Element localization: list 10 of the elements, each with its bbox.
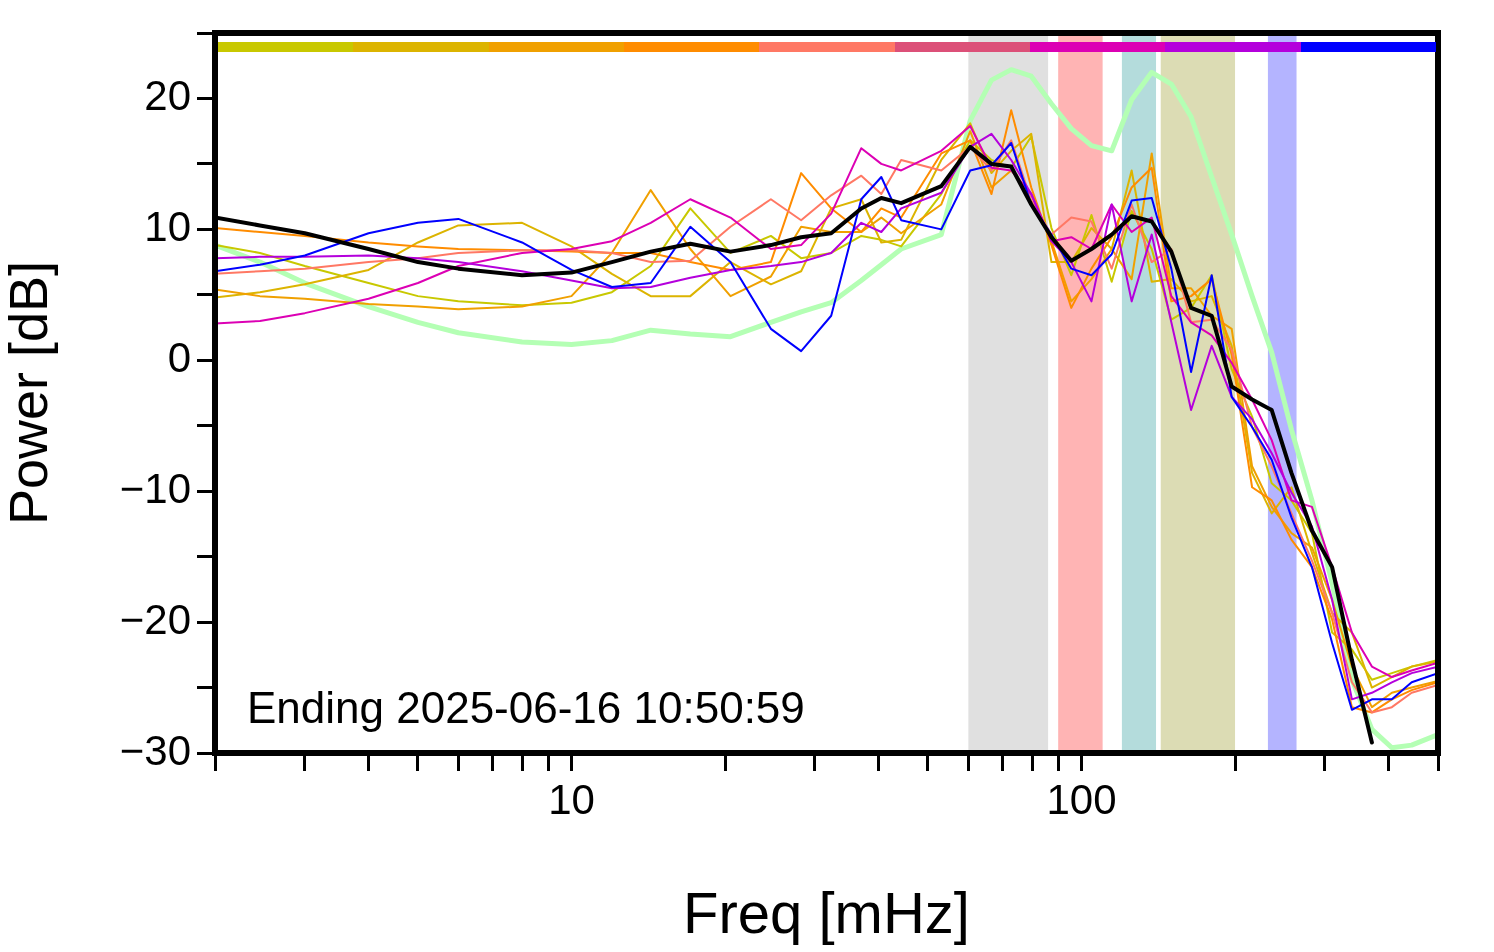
- y-tick-label: 10: [144, 202, 191, 250]
- y-axis-title: Power [dB]: [0, 260, 59, 526]
- y-tick-label: 20: [144, 72, 191, 120]
- x-tick-label: 100: [1046, 775, 1117, 823]
- y-tick-label: −10: [119, 464, 191, 512]
- annotation: Ending 2025-06-16 10:50:59: [247, 683, 805, 733]
- y-tick-label: 0: [167, 333, 191, 381]
- y-tick-label: −20: [119, 595, 191, 643]
- x-axis-title: Freq [mHz]: [683, 880, 970, 946]
- y-tick-label: −30: [119, 726, 191, 774]
